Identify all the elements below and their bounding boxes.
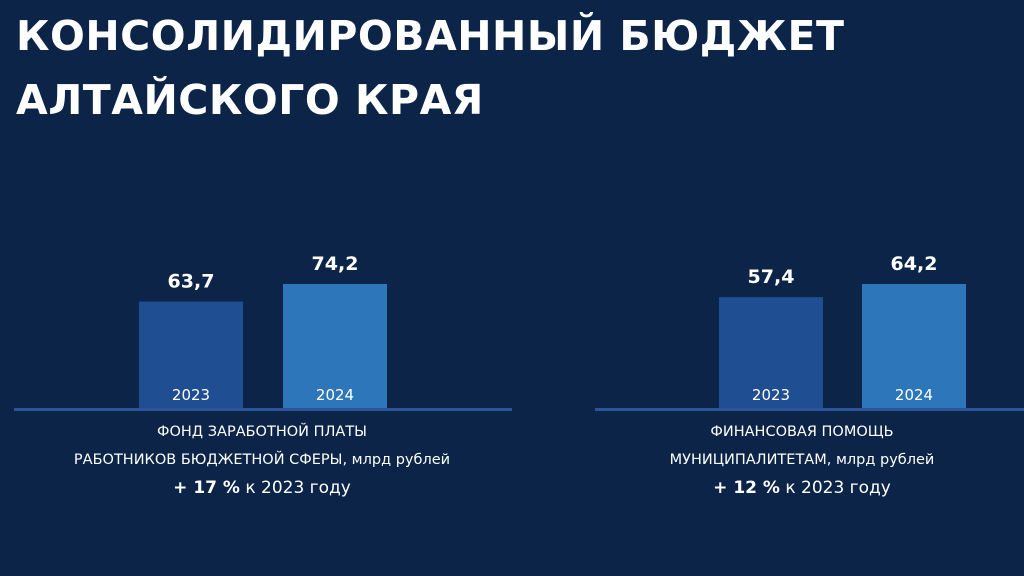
value-label-2024: 64,2 [891, 253, 938, 275]
chart-payroll-fund-svg: 63,7 2023 74,2 2024 [14, 253, 512, 411]
change-percent-text: к 2023 году [245, 478, 351, 498]
caption-line-2: МУНИЦИПАЛИТЕТАМ, млрд рублей [669, 452, 935, 468]
caption-line-1: ФИНАНСОВАЯ ПОМОЩЬ [710, 424, 894, 440]
change-percent-text: к 2023 году [785, 478, 891, 498]
category-label-2024: 2024 [895, 386, 933, 404]
value-label-2024: 74,2 [312, 253, 359, 275]
value-label-2023: 63,7 [168, 271, 215, 293]
page-title-line-2: АЛТАЙСКОГО КРАЯ [16, 76, 484, 124]
bar-2023 [719, 297, 823, 408]
category-label-2023: 2023 [752, 386, 790, 404]
change-percent-value: + 12 % [713, 478, 780, 498]
category-label-2024: 2024 [316, 386, 354, 404]
caption-line-1: ФОНД ЗАРАБОТНОЙ ПЛАТЫ [157, 424, 367, 440]
page-title-line-1: КОНСОЛИДИРОВАННЫЙ БЮДЖЕТ [16, 12, 845, 60]
caption-line-2: РАБОТНИКОВ БЮДЖЕТНОЙ СФЕРЫ, млрд рублей [73, 452, 451, 468]
baseline [14, 408, 512, 411]
chart-municipal-aid-caption: ФИНАНСОВАЯ ПОМОЩЬ МУНИЦИПАЛИТЕТАМ, млрд … [639, 418, 965, 502]
bar-2024 [283, 284, 387, 408]
category-label-2023: 2023 [172, 386, 210, 404]
bar-2024 [862, 284, 966, 408]
change-percent-value: + 17 % [173, 478, 240, 498]
value-label-2023: 57,4 [748, 266, 795, 288]
page-title: КОНСОЛИДИРОВАННЫЙ БЮДЖЕТ АЛТАЙСКОГО КРАЯ [16, 4, 844, 132]
baseline [595, 408, 1024, 411]
change-percent: + 17 % к 2023 году [14, 474, 510, 502]
bar-2023 [139, 301, 243, 408]
chart-payroll-fund-caption: ФОНД ЗАРАБОТНОЙ ПЛАТЫ РАБОТНИКОВ БЮДЖЕТН… [14, 418, 510, 502]
chart-municipal-aid-svg: 57,4 2023 64,2 2024 [595, 253, 1024, 411]
change-percent: + 12 % к 2023 году [639, 474, 965, 502]
